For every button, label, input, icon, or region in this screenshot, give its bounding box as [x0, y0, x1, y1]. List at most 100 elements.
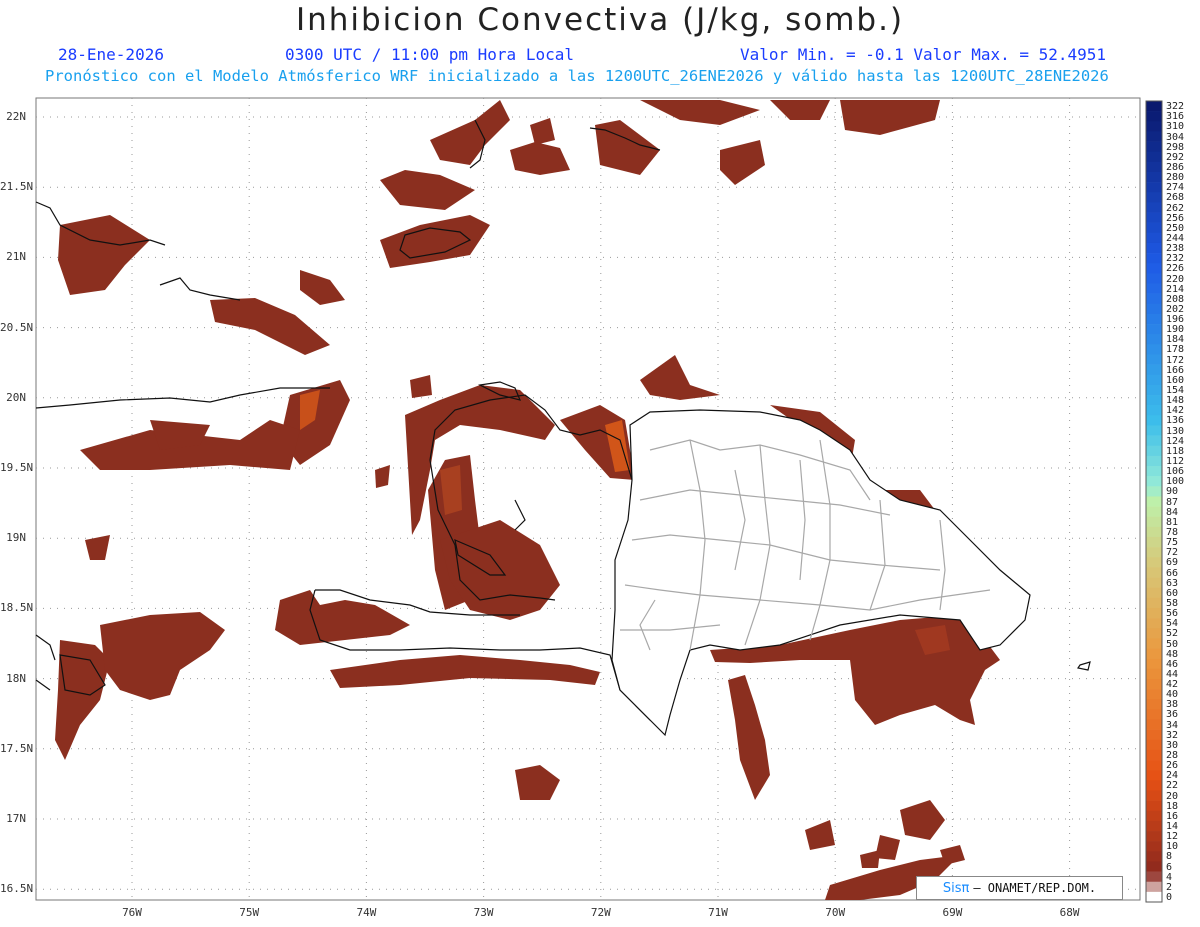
colorbar-swatch — [1146, 435, 1162, 447]
colorbar-label: 54 — [1166, 618, 1179, 630]
colorbar-label: 52 — [1166, 628, 1179, 640]
dominican-republic — [611, 409, 1031, 737]
colorbar-swatch — [1146, 242, 1162, 254]
colorbar-label: 2 — [1166, 881, 1173, 893]
colorbar-swatch — [1146, 831, 1162, 842]
colorbar-label: 262 — [1166, 202, 1185, 214]
colorbar-label: 84 — [1166, 506, 1179, 518]
colorbar-swatch — [1146, 283, 1162, 294]
colorbar-swatch — [1146, 516, 1162, 528]
colorbar-swatch — [1146, 557, 1162, 568]
min-max-values: Valor Min. = -0.1 Valor Max. = 52.4951 — [740, 45, 1107, 64]
colorbar-swatch — [1146, 324, 1162, 335]
colorbar-label: 124 — [1166, 435, 1185, 447]
lon-label: 68W — [1059, 906, 1080, 919]
lat-label: 17.5N — [0, 741, 34, 755]
colorbar-label: 160 — [1166, 374, 1185, 386]
colorbar-label: 238 — [1166, 243, 1185, 255]
colorbar-label: 14 — [1166, 821, 1179, 833]
colorbar-label: 34 — [1166, 719, 1179, 731]
colorbar-swatch — [1146, 658, 1162, 670]
colorbar-label: 226 — [1166, 263, 1185, 275]
colorbar-swatch — [1146, 820, 1162, 832]
lat-label: 17N — [6, 812, 26, 825]
colorbar-swatch — [1146, 202, 1162, 213]
colorbar-label: 28 — [1166, 750, 1179, 762]
cin-bright-spots — [300, 390, 950, 655]
lat-label: 16.5N — [0, 882, 34, 896]
colorbar-swatch — [1146, 841, 1162, 852]
lat-label: 19.5N — [0, 461, 34, 474]
colorbar-swatch — [1146, 141, 1162, 152]
colorbar-label: 166 — [1166, 364, 1185, 376]
lon-label: 76W — [122, 906, 142, 919]
colorbar-label: 316 — [1166, 111, 1185, 123]
colorbar-swatch — [1146, 364, 1162, 376]
colorbar-swatch — [1146, 313, 1162, 325]
colorbar-label: 292 — [1166, 151, 1185, 163]
colorbar-swatch — [1146, 222, 1162, 234]
colorbar-swatch — [1146, 709, 1162, 720]
colorbar-swatch — [1146, 476, 1162, 487]
colorbar-label: 18 — [1166, 800, 1179, 812]
colorbar-label: 178 — [1166, 344, 1185, 356]
colorbar-swatch — [1146, 810, 1162, 822]
colorbar-label: 232 — [1166, 253, 1185, 265]
colorbar-label: 30 — [1166, 739, 1179, 751]
colorbar-swatch — [1146, 689, 1162, 700]
lon-label: 73W — [473, 906, 494, 919]
credit-text: – ONAMET/REP.DOM. — [973, 881, 1097, 895]
colorbar-label: 286 — [1166, 161, 1185, 173]
colorbar-swatch — [1146, 374, 1162, 386]
colorbar-label: 26 — [1166, 760, 1179, 772]
colorbar-swatch — [1146, 871, 1162, 883]
colorbar-label: 322 — [1166, 101, 1185, 113]
lat-label: 18N — [6, 671, 26, 685]
colorbar-swatch — [1146, 536, 1162, 548]
colorbar-swatch — [1146, 405, 1162, 416]
colorbar-swatch — [1146, 161, 1162, 173]
colorbar-swatch — [1146, 618, 1162, 629]
colorbar-frame — [1145, 100, 1163, 903]
colorbar-swatch — [1146, 577, 1162, 588]
colorbar-swatch — [1146, 729, 1162, 741]
sis-logo: Sisπ — [942, 880, 970, 896]
colorbar-label: 130 — [1166, 425, 1185, 437]
colorbar-label: 90 — [1166, 486, 1179, 498]
colorbar-swatch — [1146, 678, 1162, 690]
colorbar-swatch — [1146, 344, 1162, 355]
colorbar-label: 250 — [1166, 222, 1185, 234]
colorbar-label: 202 — [1166, 303, 1185, 315]
lon-label: 69W — [942, 906, 963, 919]
lon-label: 71W — [708, 906, 728, 919]
colorbar-label: 24 — [1166, 770, 1179, 782]
colorbar — [1145, 100, 1163, 903]
colorbar-swatch — [1146, 212, 1162, 223]
colorbar-label: 184 — [1166, 334, 1185, 346]
colorbar-label: 4 — [1166, 871, 1173, 883]
colorbar-swatch — [1146, 395, 1162, 406]
colorbar-label: 118 — [1166, 445, 1185, 457]
lat-label: 20N — [6, 390, 26, 404]
colorbar-swatch — [1146, 192, 1162, 203]
colorbar-swatch — [1146, 648, 1162, 659]
colorbar-swatch — [1146, 171, 1162, 183]
colorbar-label: 196 — [1166, 314, 1185, 326]
map-title: Inhibicion Convectiva (J/kg, somb.) — [295, 2, 905, 38]
colorbar-label: 46 — [1166, 658, 1179, 670]
colorbar-swatch — [1146, 334, 1162, 345]
colorbar-swatch — [1146, 638, 1162, 649]
colorbar-label: 75 — [1166, 537, 1179, 549]
colorbar-label: 72 — [1166, 547, 1179, 559]
colorbar-swatch — [1146, 131, 1162, 142]
colorbar-label: 63 — [1166, 577, 1179, 589]
colorbar-label: 106 — [1166, 466, 1185, 478]
colorbar-swatch — [1146, 121, 1162, 132]
colorbar-swatch — [1146, 111, 1162, 122]
colorbar-swatch — [1146, 455, 1162, 467]
colorbar-label: 44 — [1166, 668, 1179, 680]
colorbar-swatch — [1146, 861, 1162, 872]
colorbar-label: 58 — [1166, 597, 1179, 609]
lat-label: 21.5N — [0, 180, 34, 194]
colorbar-swatch — [1146, 232, 1162, 244]
